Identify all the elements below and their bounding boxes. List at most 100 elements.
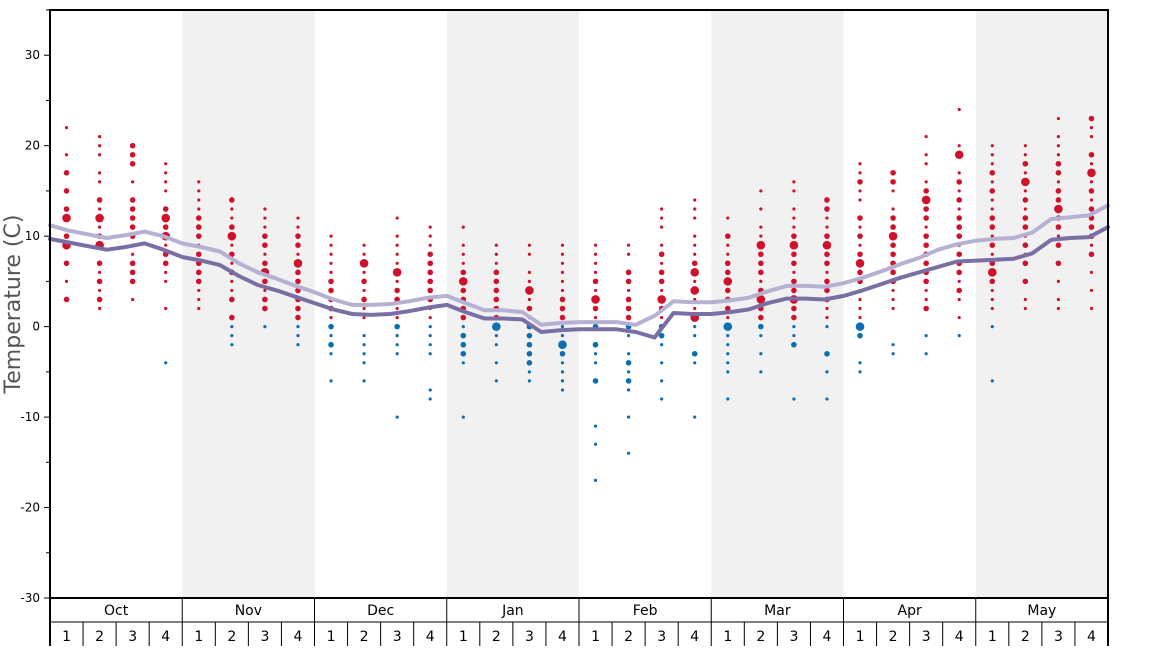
observation-dot — [428, 334, 432, 338]
observation-dot — [593, 361, 598, 365]
observation-dot — [791, 260, 797, 267]
observation-dot — [957, 297, 961, 302]
observation-dot — [493, 278, 500, 285]
observation-dot — [726, 397, 730, 401]
observation-dot — [1056, 306, 1061, 311]
observation-dot — [296, 325, 300, 329]
observation-dot — [858, 361, 862, 365]
observation-dot — [329, 270, 333, 274]
observation-dot — [724, 233, 731, 239]
observation-dot — [660, 361, 664, 365]
observation-dot — [990, 325, 994, 329]
observation-dot — [990, 297, 994, 302]
observation-dot — [428, 234, 432, 238]
observation-dot — [526, 341, 533, 348]
observation-dot — [162, 206, 169, 212]
observation-dot — [726, 352, 730, 356]
observation-dot — [690, 286, 700, 295]
observation-dot — [1022, 260, 1029, 267]
observation-dot — [858, 370, 862, 374]
observation-dot — [858, 243, 862, 247]
observation-dot — [460, 314, 467, 321]
observation-dot — [329, 334, 333, 338]
observation-dot — [792, 189, 796, 193]
observation-dot — [956, 179, 963, 185]
observation-dot — [1089, 135, 1094, 139]
week-label: 2 — [756, 629, 765, 645]
observation-dot — [1087, 168, 1096, 178]
observation-dot — [693, 306, 697, 311]
observation-dot — [1088, 115, 1095, 122]
observation-dot — [956, 197, 963, 203]
observation-dot — [162, 260, 169, 267]
observation-dot — [660, 261, 664, 265]
month-label: Apr — [898, 603, 922, 619]
observation-dot — [328, 287, 334, 294]
observation-dot — [824, 350, 830, 357]
observation-dot — [858, 225, 862, 229]
observation-dot — [97, 288, 102, 293]
observation-dot — [693, 361, 697, 365]
observation-dot — [693, 234, 697, 238]
week-label: 3 — [128, 629, 137, 645]
observation-dot — [164, 180, 168, 184]
observation-dot — [63, 188, 70, 194]
observation-dot — [461, 325, 465, 329]
observation-dot — [1088, 151, 1095, 158]
observation-dot — [724, 305, 731, 312]
observation-dot — [792, 325, 796, 329]
observation-dot — [197, 198, 201, 202]
observation-dot — [789, 240, 799, 250]
observation-dot — [693, 243, 697, 247]
y-tick-label: 0 — [32, 320, 40, 334]
observation-dot — [759, 352, 763, 356]
observation-dot — [1056, 279, 1061, 283]
observation-dot — [263, 225, 267, 229]
y-tick-label: 30 — [25, 48, 40, 62]
observation-dot — [427, 260, 434, 267]
observation-dot — [362, 270, 366, 274]
week-label: 2 — [492, 629, 501, 645]
observation-dot — [525, 286, 534, 295]
observation-dot — [957, 315, 961, 320]
observation-dot — [229, 296, 235, 303]
observation-dot — [1088, 224, 1095, 230]
observation-dot — [956, 224, 963, 230]
observation-dot — [921, 195, 931, 205]
observation-dot — [858, 171, 862, 175]
observation-dot — [625, 278, 632, 285]
observation-dot — [990, 379, 994, 383]
observation-dot — [494, 379, 498, 383]
observation-dot — [891, 352, 895, 356]
observation-dot — [593, 352, 598, 356]
observation-dot — [362, 315, 366, 320]
observation-dot — [229, 251, 235, 258]
observation-dot — [197, 288, 201, 293]
observation-dot — [262, 296, 268, 303]
x-axis: Oct 1 2 3 4 Nov 1 2 3 4 Dec 1 2 3 4 Jan 1 2 3 4 Feb 1 2 3 4 Mar 1 2… — [49, 598, 1109, 646]
observation-dot — [888, 231, 898, 241]
observation-dot — [857, 215, 863, 221]
observation-dot — [197, 189, 201, 193]
observation-dot — [395, 234, 399, 238]
observation-dot — [362, 379, 366, 383]
observation-dot — [97, 225, 102, 229]
observation-dot — [395, 216, 399, 220]
observation-dot — [924, 352, 928, 356]
month-label: Nov — [235, 603, 262, 619]
observation-dot — [263, 207, 267, 211]
observation-dot — [97, 306, 102, 311]
observation-dot — [660, 216, 664, 220]
observation-dot — [197, 180, 201, 184]
observation-dot — [361, 278, 367, 285]
observation-dot — [129, 197, 136, 203]
observation-dot — [824, 260, 830, 267]
week-label: 4 — [161, 629, 170, 645]
observation-dot — [990, 153, 994, 157]
observation-dot — [1055, 160, 1062, 167]
week-label: 2 — [227, 629, 236, 645]
observation-dot — [461, 243, 465, 247]
observation-dot — [230, 243, 234, 247]
observation-dot — [923, 260, 929, 267]
observation-dot — [1055, 242, 1062, 248]
